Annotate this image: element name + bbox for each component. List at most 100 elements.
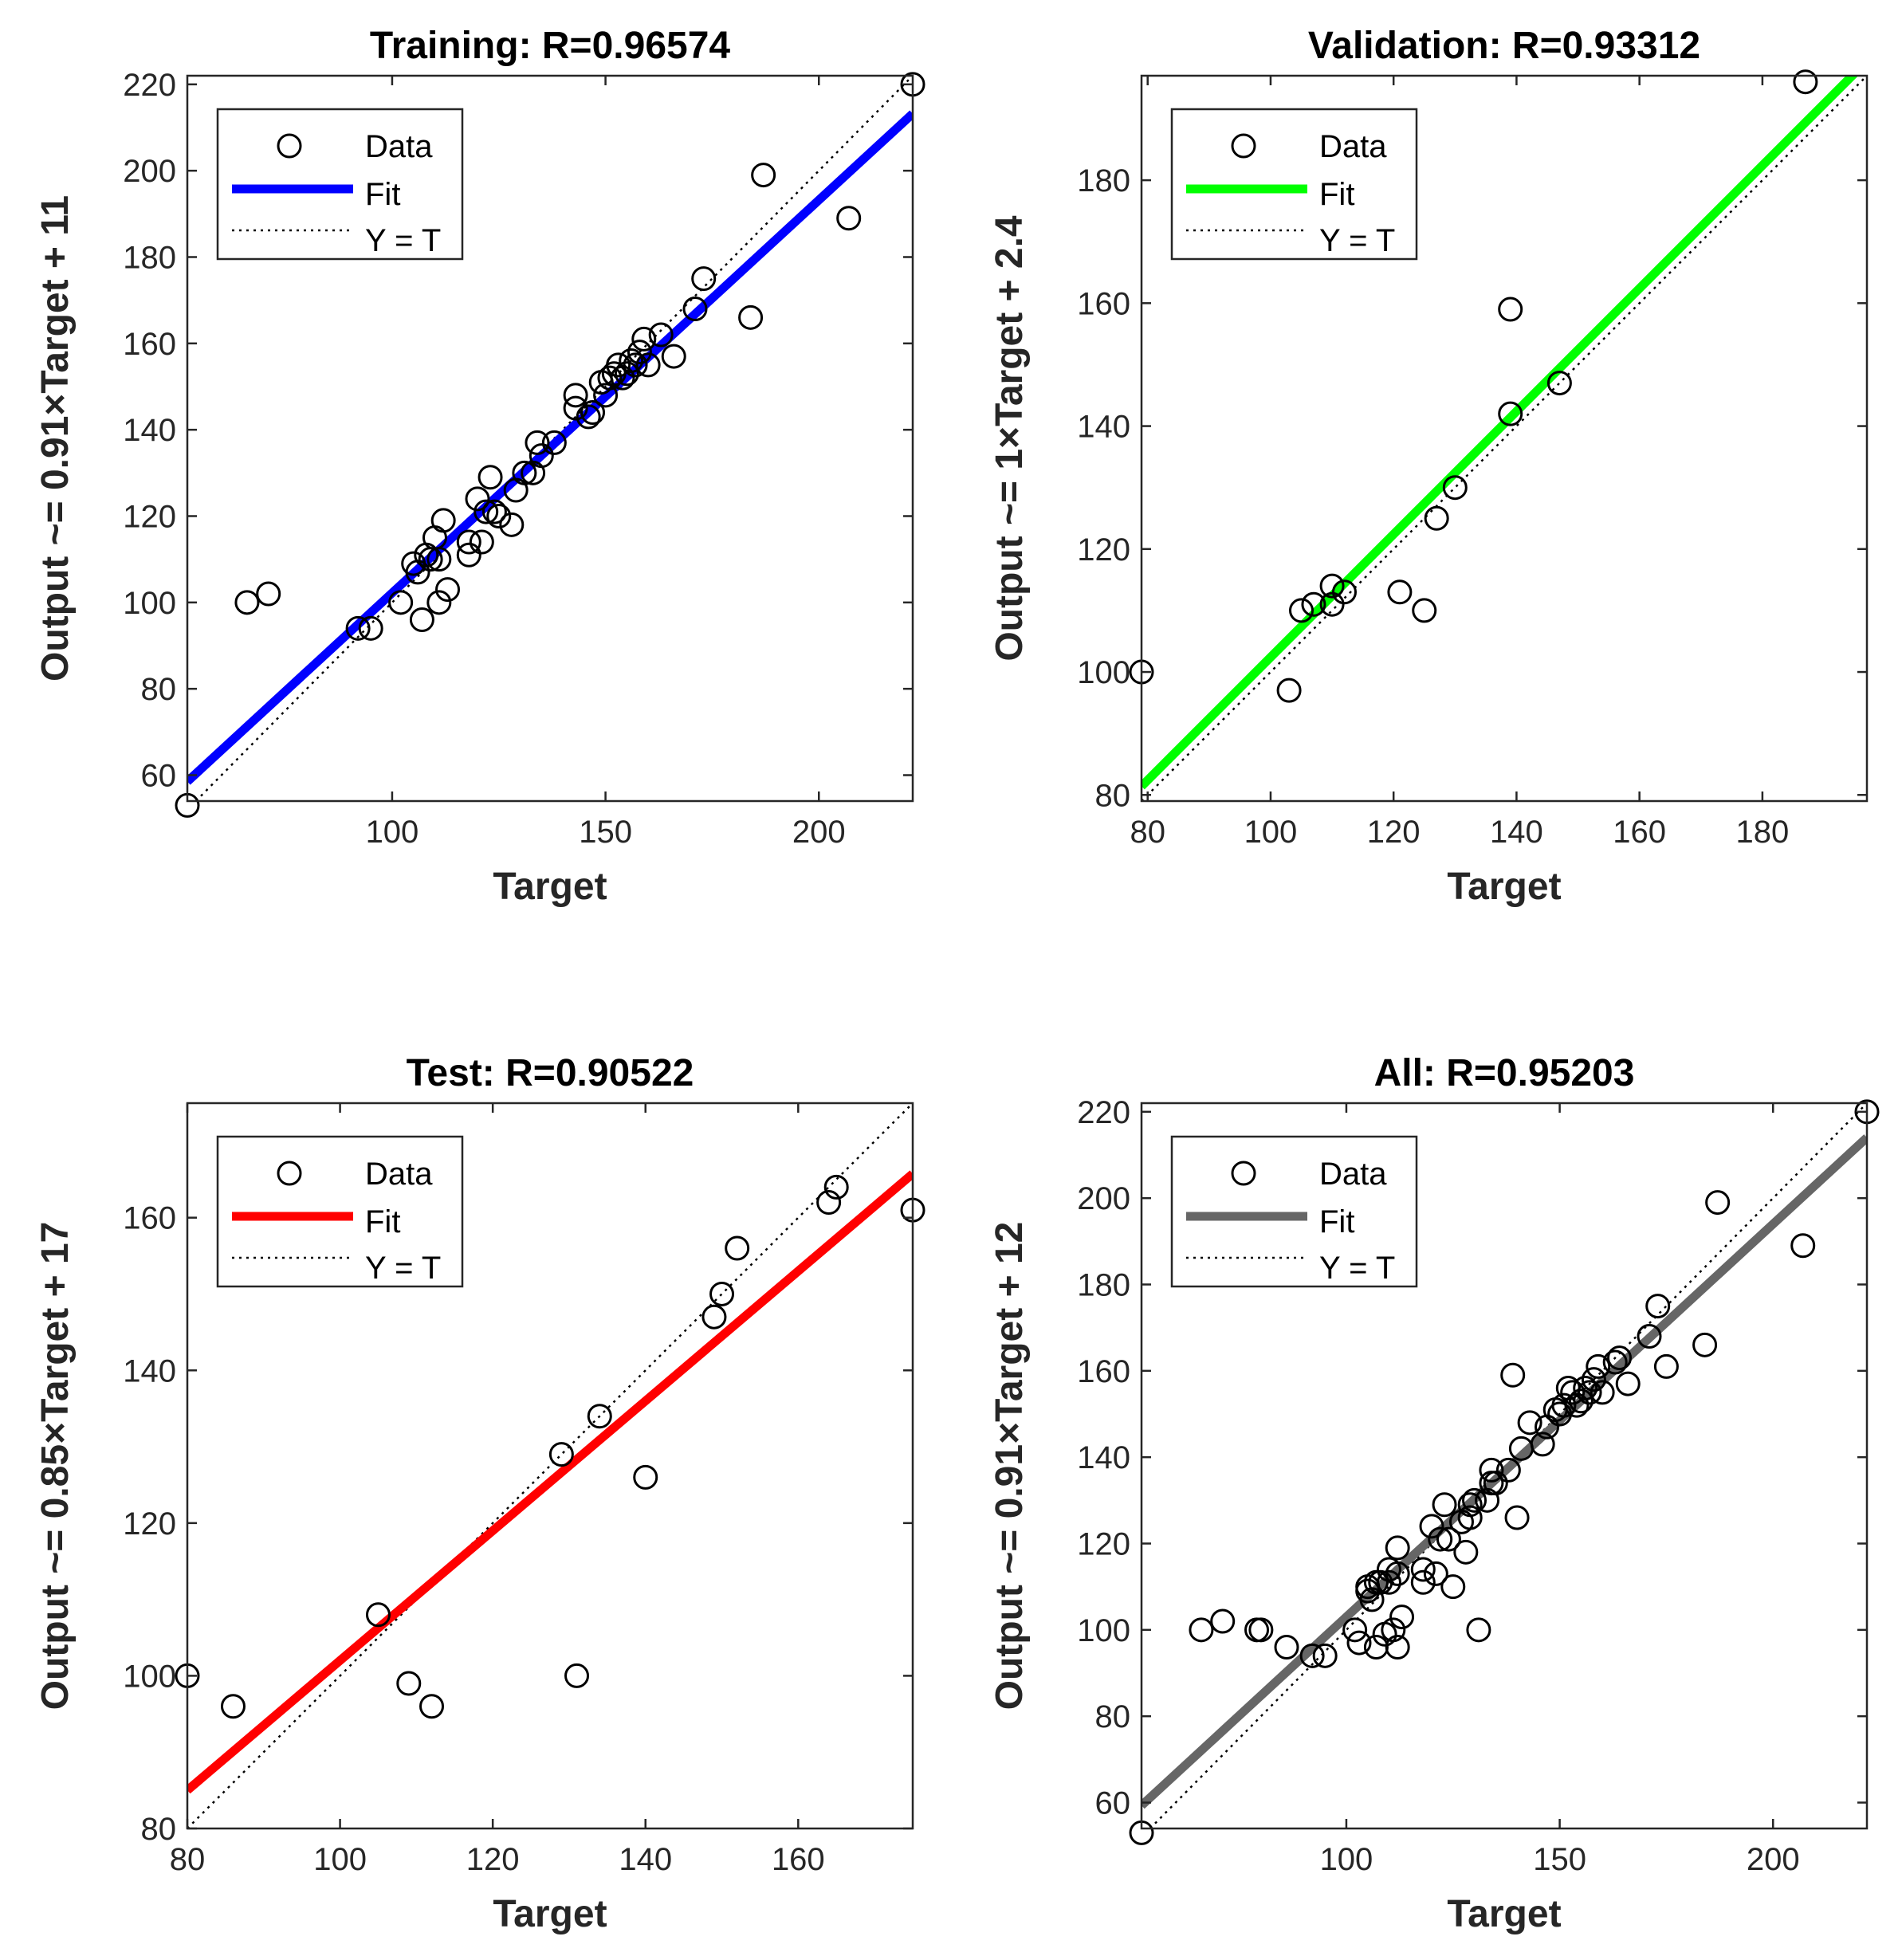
data-point: [1442, 475, 1468, 501]
data-point: [1466, 1617, 1491, 1643]
x-axis-label: Target: [493, 866, 607, 908]
legend-label: Data: [1319, 129, 1387, 164]
data-point: [661, 344, 686, 369]
data-point: [1346, 1630, 1372, 1656]
chart-title: All: R=0.95203: [1374, 1052, 1635, 1094]
legend: Data Fit Y = T: [1170, 1135, 1418, 1288]
data-point: [1479, 1457, 1504, 1483]
x-tick-label: 100: [313, 1842, 367, 1877]
legend-label: Data: [365, 129, 433, 164]
legend-label: Data: [365, 1157, 433, 1192]
y-axis-label: Output ~= 1×Target + 2.4: [988, 215, 1031, 662]
data-point: [256, 581, 281, 607]
data-point: [465, 486, 490, 512]
y-tick-label: 100: [1077, 655, 1130, 690]
x-axis-label: Target: [493, 1893, 607, 1935]
legend-label: Y = T: [365, 223, 441, 258]
y-tick-label: 220: [123, 68, 176, 103]
data-point: [1590, 1380, 1615, 1405]
data-point: [1560, 1380, 1586, 1405]
data-point: [1274, 1635, 1299, 1660]
y-tick-label: 80: [141, 672, 177, 707]
data-point: [512, 460, 537, 485]
legend: Data Fit Y = T: [216, 108, 464, 261]
data-point: [1248, 1617, 1274, 1643]
data-point: [587, 1404, 612, 1429]
y-tick-label: 120: [123, 500, 176, 535]
y-tick-label: 120: [123, 1506, 176, 1542]
data-point: [426, 547, 452, 572]
data-point: [1412, 598, 1437, 623]
data-point: [1289, 598, 1315, 623]
data-point: [1457, 1492, 1483, 1518]
data-point: [1410, 1557, 1436, 1582]
data-point: [541, 430, 567, 455]
x-tick-label: 180: [1736, 815, 1790, 850]
training-panel: 100 150 200 60 80 100 120 140 160 180 200 220 Traini…: [34, 25, 925, 908]
data-point: [1568, 1388, 1594, 1414]
legend-label: Fit: [1319, 1204, 1354, 1239]
y-tick-label: 80: [141, 1812, 177, 1847]
legend-label: Y = T: [1319, 1251, 1395, 1286]
y-tick-label: 140: [123, 413, 176, 448]
legend-box: [216, 108, 464, 261]
data-point: [1577, 1380, 1602, 1405]
identity-line: [1142, 76, 1867, 801]
data-point: [1342, 1617, 1368, 1643]
data-point: [220, 1694, 246, 1719]
legend-label: Data: [1319, 1157, 1387, 1192]
data-point: [548, 1442, 574, 1467]
data-point: [396, 1671, 422, 1696]
x-tick-label: 100: [366, 815, 419, 850]
data-point: [1210, 1608, 1236, 1634]
data-point: [633, 1464, 658, 1490]
data-point: [709, 1281, 735, 1306]
data-point: [1424, 505, 1449, 531]
data-point: [345, 615, 371, 641]
chart-title: Training: R=0.96574: [370, 25, 731, 67]
data-point: [1705, 1190, 1731, 1216]
y-tick-label: 220: [1077, 1095, 1130, 1130]
data-point: [486, 504, 512, 528]
data-point: [1385, 1635, 1410, 1660]
data-point: [691, 266, 717, 292]
data-point: [430, 508, 456, 533]
data-point: [419, 1694, 445, 1719]
x-tick-label: 150: [579, 815, 632, 850]
data-point: [525, 430, 550, 455]
legend: Data Fit Y = T: [1170, 108, 1418, 261]
data-point: [358, 615, 383, 641]
x-tick-label: 120: [466, 1842, 520, 1877]
data-point: [1551, 1392, 1577, 1418]
y-tick-label: 60: [141, 759, 177, 794]
data-point: [1387, 579, 1413, 605]
data-point: [738, 304, 764, 330]
chart-title: Validation: R=0.93312: [1308, 25, 1700, 67]
data-point: [499, 512, 525, 537]
x-tick-label: 100: [1244, 815, 1298, 850]
data-point: [1419, 1514, 1444, 1539]
data-point: [619, 348, 644, 373]
legend-data-marker: [277, 133, 302, 159]
data-point: [409, 607, 434, 632]
data-point: [1586, 1353, 1611, 1379]
data-point: [682, 297, 708, 321]
data-point: [1428, 1526, 1453, 1552]
y-tick-label: 140: [1077, 410, 1130, 445]
data-point: [435, 577, 461, 603]
all-panel: 100 150 200 60 80 100 120 140 160 180 200 220 All: R…: [988, 1052, 1880, 1935]
data-point: [597, 365, 623, 391]
data-point: [635, 352, 661, 378]
x-tick-label: 80: [170, 1842, 206, 1877]
data-point: [823, 1174, 849, 1200]
data-point: [477, 465, 503, 490]
data-point: [1189, 1617, 1214, 1643]
data-point: [606, 352, 631, 378]
y-tick-label: 140: [123, 1353, 176, 1388]
data-point: [593, 383, 619, 408]
y-tick-label: 120: [1077, 1527, 1130, 1562]
data-point: [563, 383, 588, 408]
axes-box: [1140, 1102, 1869, 1830]
legend-box: [216, 1135, 464, 1288]
data-point: [1385, 1535, 1410, 1561]
